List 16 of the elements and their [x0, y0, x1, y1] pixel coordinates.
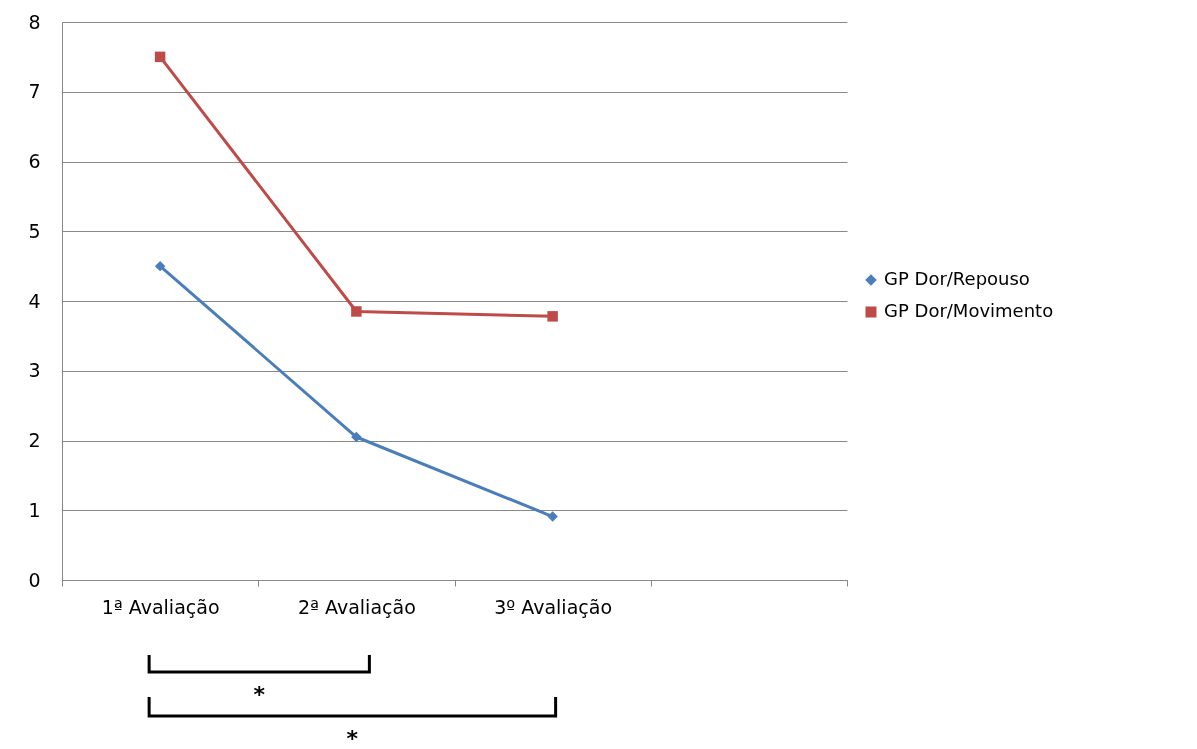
legend-label: GP Dor/Movimento [884, 300, 1054, 321]
y-tick-label: 2 [28, 429, 41, 451]
legend-label: GP Dor/Repouso [884, 268, 1030, 289]
y-tick-label: 1 [28, 498, 41, 521]
x-tick-label: 1ª Avaliação [101, 595, 220, 618]
x-tick-label: 2ª Avaliação [297, 595, 416, 618]
x-tick-label: 3º Avaliação [494, 595, 613, 618]
y-tick-label: 4 [28, 289, 41, 312]
y-tick-label: 8 [28, 10, 41, 33]
y-tick-label: 0 [28, 568, 41, 591]
text: * [253, 682, 266, 707]
text: * [346, 726, 359, 749]
y-tick-label: 3 [28, 359, 41, 382]
y-tick-label: 5 [28, 219, 41, 242]
y-tick-label: 7 [28, 80, 41, 103]
y-tick-label: 6 [28, 150, 41, 172]
